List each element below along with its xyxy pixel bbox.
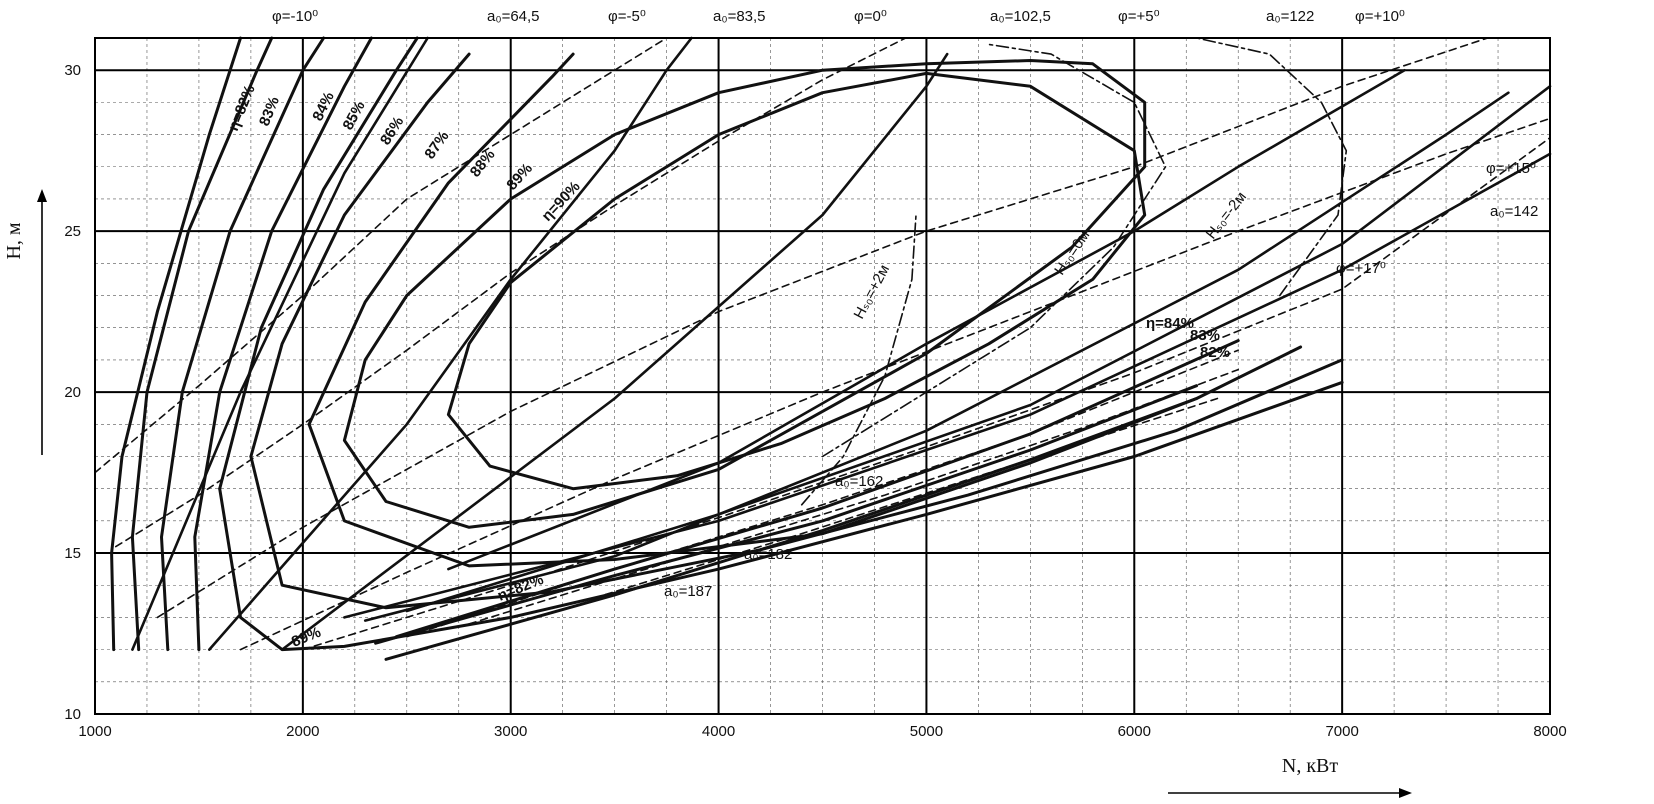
series-blade-angle-line <box>131 36 429 651</box>
annotation-label: a₀=83,5 <box>713 8 766 25</box>
annotation-label: φ=+5⁰ <box>1118 8 1160 25</box>
series-opening-line <box>156 37 1489 619</box>
series-opening-line <box>239 117 1551 651</box>
series-efficiency-line <box>374 384 1199 645</box>
annotation-label: a₀=142 <box>1490 203 1538 220</box>
x-axis-arrow-head <box>1399 788 1412 798</box>
series-efficiency-line <box>249 52 471 458</box>
annotation-label: a₀=64,5 <box>487 8 540 25</box>
y-axis-title-group: H, м <box>3 189 47 455</box>
annotation-label: φ=-10⁰ <box>272 8 318 25</box>
annotation-label: a₀=182 <box>744 546 792 563</box>
series-opening-line <box>468 368 1239 625</box>
y-tick-label: 10 <box>64 706 81 723</box>
annotation-label: φ=-5⁰ <box>608 8 646 25</box>
series-opening-line <box>405 349 1239 638</box>
y-tick-label: 15 <box>64 545 81 562</box>
annotation-label: Hₛ₀=-2м <box>1203 189 1250 243</box>
series-suction-head-line <box>800 214 917 506</box>
x-tick-label: 8000 <box>1533 723 1566 740</box>
series-blade-angle-line <box>363 91 1510 622</box>
series-efficiency-line <box>384 397 1199 661</box>
series-opening-line <box>94 37 668 474</box>
series-blade-angle-line <box>447 68 1406 571</box>
annotation-label: 86% <box>377 114 407 148</box>
annotation-label: 83% <box>1190 327 1220 344</box>
x-axis-title: N, кВт <box>1282 755 1339 777</box>
x-tick-label: 1000 <box>78 723 111 740</box>
y-axis-arrow-head <box>37 189 47 202</box>
series-efficiency-line <box>446 71 1147 491</box>
series-efficiency-line <box>130 36 274 652</box>
annotation-label: η=82% <box>225 83 259 134</box>
annotation-label: φ=+17⁰ <box>1336 260 1386 277</box>
x-tick-label: 5000 <box>910 723 943 740</box>
series-suction-head-line <box>1195 37 1348 297</box>
annotation-label: η=84% <box>1146 315 1194 332</box>
x-tick-label: 4000 <box>702 723 735 740</box>
annotation-label: φ=0⁰ <box>854 8 887 25</box>
annotation-label: 89% <box>503 160 536 194</box>
series-efficiency-line <box>193 36 373 652</box>
y-axis-title: H, м <box>3 222 25 259</box>
annotation-label: 88% <box>467 146 499 180</box>
annotation-label: φ=+10⁰ <box>1355 8 1405 25</box>
series-efficiency-line <box>342 59 1147 529</box>
series-efficiency-line <box>249 358 1344 610</box>
annotation-label: φ=+15⁰ <box>1486 160 1536 177</box>
annotation-label: a₀=187 <box>664 583 712 600</box>
series-blade-angle-line <box>208 36 693 651</box>
annotation-label: 87% <box>421 128 452 162</box>
annotation-label: Hₛ₀=0м <box>1051 227 1093 278</box>
series-efficiency-line <box>307 52 575 426</box>
tick-labels: 1000 2000 3000 4000 5000 6000 7000 8000 10 15 20 25… <box>64 62 1566 740</box>
series-layer <box>94 36 1552 661</box>
y-tick-label: 30 <box>64 62 81 79</box>
series-opening-line <box>302 137 1551 651</box>
series-blade-angle-line <box>343 152 1552 619</box>
annotation-label: a₀=102,5 <box>990 8 1051 25</box>
x-axis-title-group: N, кВт <box>1168 755 1412 798</box>
y-tick-label: 25 <box>64 223 81 240</box>
plot-frame <box>94 37 1551 715</box>
series-blade-angle-line <box>280 52 949 651</box>
series-opening-line <box>115 37 907 548</box>
y-tick-label: 20 <box>64 384 81 401</box>
series-opening-line <box>593 397 1219 599</box>
series-efficiency-line <box>218 380 1344 652</box>
series-efficiency-line <box>394 339 1240 639</box>
x-tick-label: 7000 <box>1325 723 1358 740</box>
x-tick-label: 2000 <box>286 723 319 740</box>
x-tick-label: 6000 <box>1118 723 1151 740</box>
x-tick-label: 3000 <box>494 723 527 740</box>
series-efficiency-line <box>218 36 419 491</box>
annotation-label: Hₛ₀=+2м <box>851 262 894 322</box>
annotation-label: 82% <box>1200 344 1230 361</box>
series-efficiency-line <box>110 36 242 652</box>
annotation-label: a₀=162 <box>835 473 883 490</box>
minor-grid <box>95 37 1550 714</box>
annotation-label: a₀=122 <box>1266 8 1314 25</box>
annotation-label: 85% <box>340 98 369 132</box>
series-suction-head-line <box>821 43 1167 458</box>
series-efficiency-line <box>160 36 326 652</box>
